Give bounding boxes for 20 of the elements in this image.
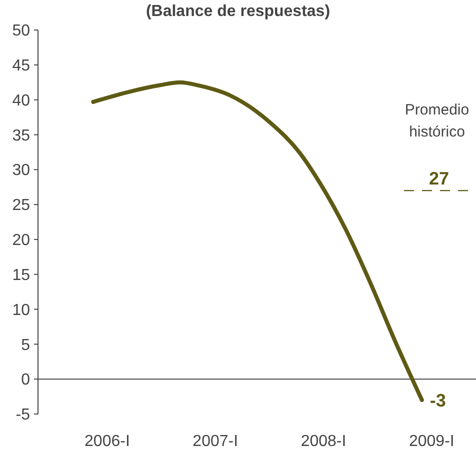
y-tick-label: 5 bbox=[21, 336, 30, 354]
y-tick-label: 25 bbox=[12, 197, 30, 214]
x-tick-label: 2009-I bbox=[408, 433, 454, 450]
y-tick-label: 10 bbox=[12, 302, 30, 319]
y-tick-label: 40 bbox=[12, 92, 30, 110]
y-tick-label: 15 bbox=[12, 266, 30, 284]
x-tick-label: 2007-I bbox=[192, 433, 238, 450]
annotation: Promedio histórico bbox=[404, 102, 470, 141]
y-tick-label: 45 bbox=[12, 58, 30, 75]
y-tick-label: 35 bbox=[12, 127, 30, 144]
y-tick-label: -5 bbox=[16, 406, 30, 424]
x-tick-label: 2008-I bbox=[300, 433, 346, 450]
chart-title: (Balance de respuestas) bbox=[146, 3, 330, 20]
y-tick-label: 30 bbox=[12, 162, 30, 180]
ref-line-label: 27 bbox=[428, 168, 450, 189]
x-tick-label: 2006-I bbox=[84, 433, 130, 450]
annotation: -3 bbox=[430, 390, 446, 410]
y-tick-label: 50 bbox=[12, 22, 30, 40]
y-tick-label: 20 bbox=[12, 232, 30, 250]
y-tick-label: 0 bbox=[21, 372, 30, 389]
